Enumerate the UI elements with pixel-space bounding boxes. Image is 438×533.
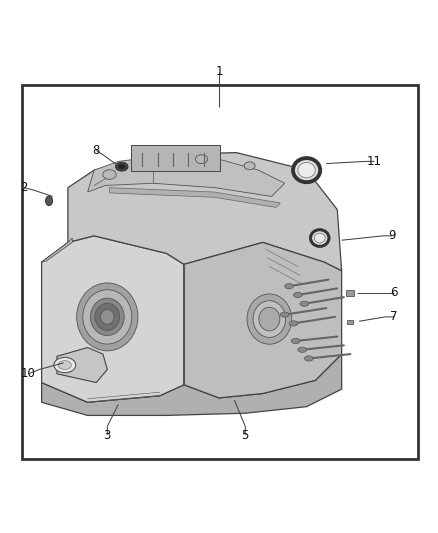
Ellipse shape <box>304 356 313 361</box>
Polygon shape <box>42 238 72 262</box>
Polygon shape <box>110 188 280 207</box>
Ellipse shape <box>298 347 307 352</box>
Ellipse shape <box>259 307 280 331</box>
Text: 5: 5 <box>242 429 249 442</box>
Text: 9: 9 <box>388 229 396 243</box>
Text: 10: 10 <box>21 367 36 381</box>
Ellipse shape <box>253 301 286 337</box>
Text: 2: 2 <box>20 181 28 194</box>
Polygon shape <box>88 157 285 197</box>
Polygon shape <box>42 354 342 415</box>
Ellipse shape <box>293 158 320 182</box>
Ellipse shape <box>101 309 114 325</box>
FancyBboxPatch shape <box>131 145 220 171</box>
Ellipse shape <box>195 155 208 164</box>
Ellipse shape <box>46 196 53 206</box>
Text: 3: 3 <box>104 429 111 442</box>
Ellipse shape <box>293 292 302 297</box>
Ellipse shape <box>90 298 124 336</box>
Polygon shape <box>42 236 184 402</box>
Ellipse shape <box>58 361 71 369</box>
Ellipse shape <box>289 321 298 326</box>
Ellipse shape <box>314 233 325 243</box>
Ellipse shape <box>285 284 293 289</box>
Ellipse shape <box>311 230 329 246</box>
Ellipse shape <box>300 301 309 306</box>
Text: 1: 1 <box>215 65 223 78</box>
Bar <box>347 320 353 324</box>
Polygon shape <box>68 152 342 271</box>
Ellipse shape <box>83 290 132 344</box>
Ellipse shape <box>280 312 289 317</box>
Ellipse shape <box>103 169 116 179</box>
Ellipse shape <box>95 303 120 330</box>
Ellipse shape <box>116 162 128 171</box>
Text: 8: 8 <box>93 144 100 157</box>
Ellipse shape <box>244 162 255 169</box>
Ellipse shape <box>298 163 315 178</box>
Bar <box>22 85 418 459</box>
Text: 11: 11 <box>367 155 382 168</box>
Ellipse shape <box>247 294 292 344</box>
Ellipse shape <box>118 164 125 169</box>
Text: 6: 6 <box>390 286 398 300</box>
Ellipse shape <box>291 338 300 344</box>
Polygon shape <box>57 348 107 383</box>
Ellipse shape <box>77 283 138 351</box>
Bar <box>346 290 354 296</box>
Text: 7: 7 <box>390 310 398 324</box>
Ellipse shape <box>54 358 76 373</box>
Polygon shape <box>184 243 342 398</box>
